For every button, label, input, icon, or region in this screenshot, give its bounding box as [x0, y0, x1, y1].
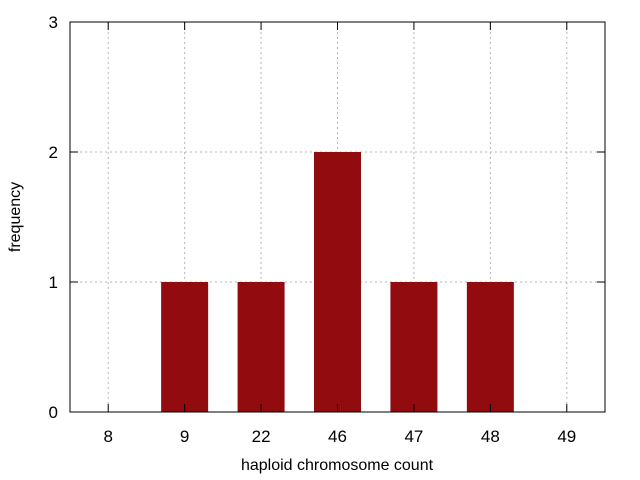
- x-tick-label: 49: [557, 427, 576, 446]
- x-tick-label: 46: [328, 427, 347, 446]
- x-tick-label: 47: [404, 427, 423, 446]
- bar-22: [237, 282, 285, 412]
- y-tick-label: 3: [49, 13, 58, 32]
- bar-46: [314, 152, 361, 412]
- x-tick-label: 8: [103, 427, 112, 446]
- y-tick-label: 2: [49, 143, 58, 162]
- bar-9: [161, 282, 209, 412]
- y-tick-label: 1: [49, 273, 58, 292]
- x-tick-labels: 8 9 22 46 47 48 49: [103, 427, 576, 446]
- y-axis-title: frequency: [7, 182, 24, 252]
- x-tick-label: 9: [180, 427, 189, 446]
- bars: [161, 152, 514, 412]
- bar-47: [390, 282, 438, 412]
- y-tick-labels: 0 1 2 3: [49, 13, 58, 422]
- x-axis-title: haploid chromosome count: [241, 457, 434, 474]
- bar-48: [466, 282, 514, 412]
- x-tick-label: 22: [252, 427, 271, 446]
- y-tick-label: 0: [49, 403, 58, 422]
- tick-marks: [70, 21, 605, 413]
- x-tick-label: 48: [481, 427, 500, 446]
